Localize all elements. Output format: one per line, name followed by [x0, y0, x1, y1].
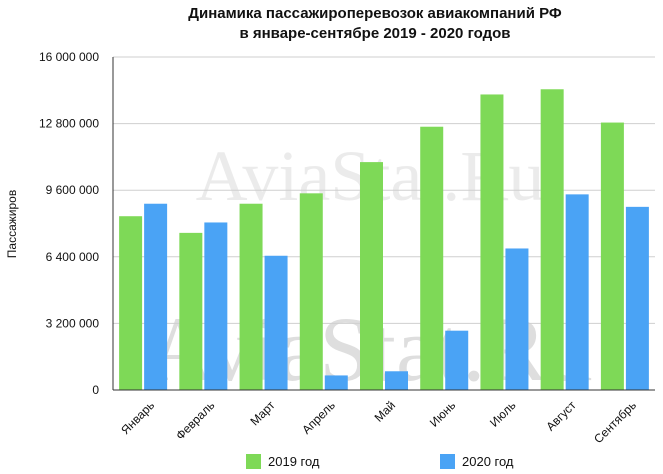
x-tick-label: Март [247, 398, 278, 429]
bar-2019 [299, 193, 323, 390]
x-tick-label: Август [543, 398, 579, 434]
bars [119, 89, 649, 391]
chart-title-line-2: в январе-сентябре 2019 - 2020 годов [239, 25, 510, 42]
bar-2020 [625, 206, 649, 390]
bar-2019 [119, 216, 143, 390]
legend-label: 2019 год [268, 454, 320, 469]
legend-swatch [246, 454, 261, 469]
y-tick-label: 0 [92, 383, 99, 397]
y-tick-label: 6 400 000 [46, 250, 100, 264]
bar-2019 [360, 162, 383, 390]
y-tick-label: 12 800 000 [39, 117, 99, 131]
x-tick-label: Июнь [427, 398, 458, 429]
legend-swatch [440, 454, 455, 469]
legend-label: 2020 год [462, 454, 514, 469]
bar-2020 [204, 222, 228, 390]
bar-2019 [179, 232, 203, 390]
bar-2020 [264, 255, 288, 390]
y-tick-label: 3 200 000 [46, 316, 100, 330]
bar-2020 [505, 248, 529, 390]
x-tick-label: Январь [118, 398, 157, 437]
x-tick-label: Сентябрь [591, 398, 639, 446]
axes [112, 57, 655, 391]
bar-2020 [445, 330, 469, 390]
bar-2019 [480, 94, 504, 391]
bar-2019 [420, 126, 444, 391]
chart-title: Динамика пассажироперевозок авиакомпаний… [188, 5, 562, 42]
x-tick-labels: Январь Февраль Март Апрель Май Июнь Июль Август… [118, 398, 639, 446]
bar-2020 [324, 375, 348, 390]
x-tick-label: Апрель [299, 398, 338, 437]
bar-2019 [239, 203, 263, 390]
legend: 2019 год 2020 год [246, 454, 514, 469]
y-tick-label: 9 600 000 [46, 183, 100, 197]
x-tick-label: Май [372, 398, 399, 425]
bar-2020 [144, 203, 168, 390]
y-axis-label: Пассажиров [5, 190, 19, 258]
x-tick-label: Февраль [173, 398, 217, 442]
bar-2019 [600, 122, 624, 390]
y-tick-labels: 0 3 200 000 6 400 000 9 600 000 12 800 000 16… [39, 50, 99, 397]
bar-2020 [385, 371, 408, 390]
bar-2019 [540, 89, 564, 391]
y-tick-label: 16 000 000 [39, 50, 99, 64]
x-tick-label: Июль [487, 398, 519, 430]
chart-title-line-1: Динамика пассажироперевозок авиакомпаний… [188, 5, 562, 22]
bar-2020 [565, 194, 589, 390]
